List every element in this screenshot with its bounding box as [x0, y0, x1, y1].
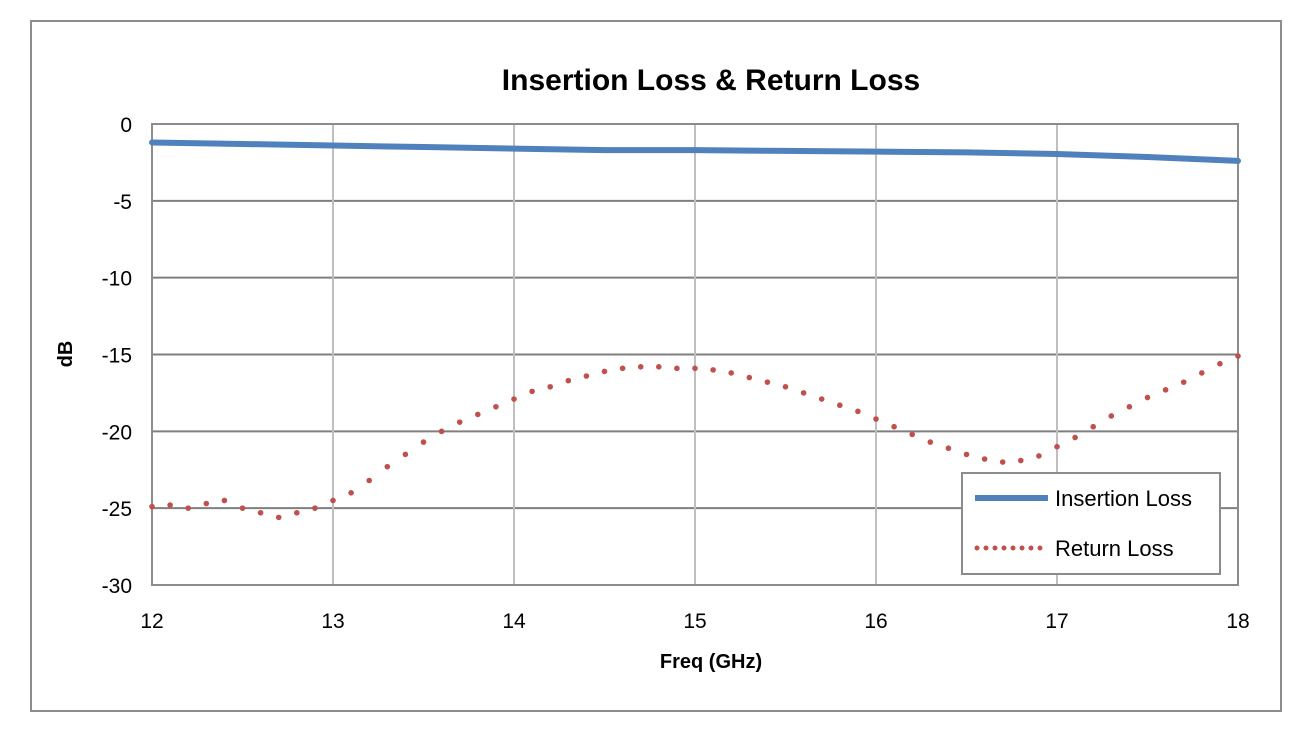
legend-label-insertion-loss: Insertion Loss	[1055, 486, 1192, 511]
data-point	[1054, 443, 1060, 450]
data-point	[1162, 387, 1169, 393]
data-point	[565, 377, 572, 384]
data-point	[167, 502, 173, 508]
data-point	[1180, 379, 1187, 385]
x-tick-label: 14	[502, 610, 526, 633]
y-tick-label: -25	[102, 498, 132, 521]
x-axis: 12 13 14 15 16 17 18	[140, 610, 1249, 633]
data-point	[493, 403, 499, 410]
data-point	[1199, 370, 1205, 376]
data-point	[692, 365, 698, 372]
data-point	[837, 402, 843, 409]
data-point	[674, 365, 680, 372]
data-point	[909, 431, 915, 438]
data-point	[547, 383, 553, 390]
data-point	[366, 477, 373, 484]
chart-frame	[30, 20, 1282, 712]
y-axis-label: dB	[55, 341, 77, 368]
data-point	[420, 439, 427, 445]
data-point	[312, 505, 318, 511]
data-point	[782, 383, 789, 390]
y-tick-label: -10	[102, 268, 132, 291]
data-point	[710, 367, 716, 373]
x-tick-label: 18	[1226, 610, 1249, 633]
data-point	[818, 396, 825, 402]
series-insertion-loss	[149, 139, 1241, 164]
x-tick-label: 12	[140, 610, 163, 633]
data-point	[1018, 457, 1024, 464]
data-point	[330, 497, 336, 504]
data-point	[529, 388, 535, 395]
y-tick-label: -20	[102, 421, 132, 444]
data-point	[294, 509, 300, 516]
data-point	[1108, 413, 1115, 419]
y-tick-label: 0	[120, 114, 132, 137]
data-point	[221, 497, 228, 504]
x-tick-label: 17	[1045, 610, 1068, 633]
y-axis: 0 -5 -10 -15 -20 -25 -30	[102, 114, 132, 598]
data-point	[963, 451, 970, 458]
series-layer	[149, 139, 1241, 521]
data-point	[1217, 360, 1223, 367]
data-point	[185, 505, 191, 511]
data-point	[149, 503, 155, 510]
data-point	[1036, 453, 1042, 459]
data-point	[601, 368, 608, 375]
data-point	[239, 505, 246, 511]
data-point	[746, 374, 753, 381]
data-point	[873, 416, 879, 422]
data-point	[583, 373, 590, 379]
x-tick-label: 13	[321, 610, 344, 633]
y-tick-label: -5	[113, 191, 132, 214]
data-point	[656, 363, 662, 370]
data-point	[257, 509, 264, 516]
legend-label-return-loss: Return Loss	[1055, 536, 1174, 561]
series-return-loss	[149, 353, 1241, 521]
data-point	[402, 451, 409, 458]
data-point	[999, 459, 1006, 465]
data-point	[348, 490, 354, 496]
legend: Insertion Loss Return Loss	[961, 472, 1221, 575]
y-tick-label: -30	[102, 575, 132, 598]
data-point	[1090, 423, 1096, 430]
data-point	[891, 423, 897, 430]
data-point	[927, 439, 934, 445]
legend-box	[961, 472, 1221, 575]
data-point	[1126, 403, 1133, 410]
data-point	[728, 370, 734, 376]
data-point	[384, 463, 391, 470]
data-point	[855, 408, 861, 415]
chart-title: Insertion Loss & Return Loss	[502, 64, 920, 97]
data-point	[945, 445, 952, 452]
x-tick-label: 16	[864, 610, 887, 633]
data-point	[1072, 434, 1078, 441]
data-point	[637, 363, 644, 370]
data-point	[800, 390, 807, 396]
data-point	[981, 456, 988, 462]
data-point	[511, 396, 517, 402]
x-tick-label: 15	[683, 610, 706, 633]
data-point	[619, 365, 626, 372]
data-point	[475, 411, 481, 418]
data-point	[203, 500, 210, 507]
data-point	[275, 514, 282, 521]
data-point	[764, 379, 771, 385]
data-point	[438, 428, 445, 435]
data-point	[1144, 394, 1151, 401]
x-axis-label: Freq (GHz)	[660, 651, 762, 673]
data-point	[1235, 353, 1241, 359]
data-point	[456, 419, 463, 425]
y-tick-label: -15	[102, 345, 132, 368]
